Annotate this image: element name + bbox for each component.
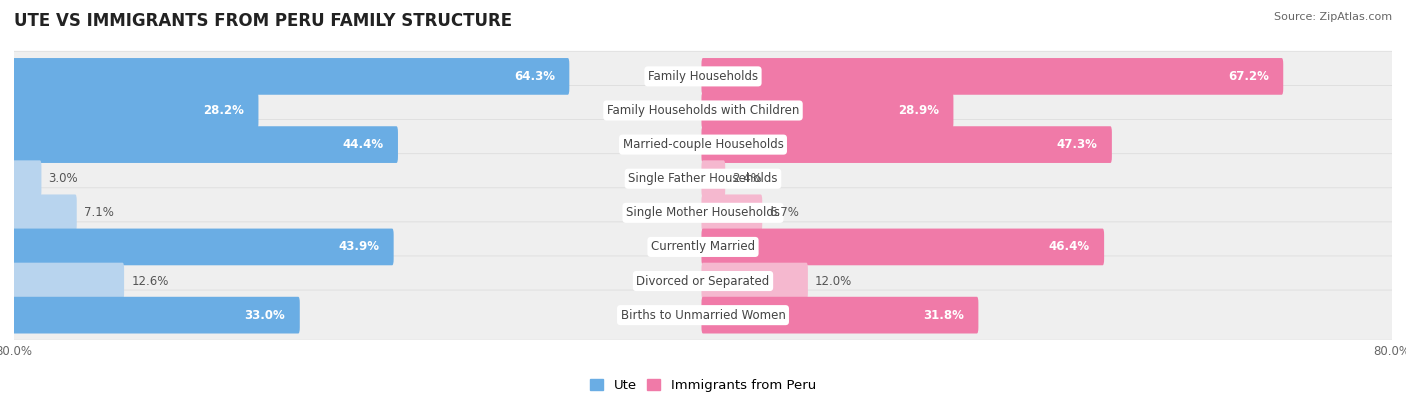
Text: 43.9%: 43.9%: [339, 241, 380, 254]
Text: 3.0%: 3.0%: [48, 172, 79, 185]
FancyBboxPatch shape: [13, 92, 259, 129]
Text: Family Households with Children: Family Households with Children: [607, 104, 799, 117]
FancyBboxPatch shape: [13, 229, 394, 265]
Text: Births to Unmarried Women: Births to Unmarried Women: [620, 308, 786, 322]
Text: UTE VS IMMIGRANTS FROM PERU FAMILY STRUCTURE: UTE VS IMMIGRANTS FROM PERU FAMILY STRUC…: [14, 12, 512, 30]
Text: 7.1%: 7.1%: [84, 206, 114, 219]
FancyBboxPatch shape: [702, 92, 953, 129]
Text: Single Mother Households: Single Mother Households: [626, 206, 780, 219]
FancyBboxPatch shape: [11, 222, 1395, 272]
FancyBboxPatch shape: [702, 297, 979, 333]
Text: Currently Married: Currently Married: [651, 241, 755, 254]
FancyBboxPatch shape: [13, 297, 299, 333]
Text: 12.6%: 12.6%: [131, 275, 169, 288]
FancyBboxPatch shape: [13, 58, 569, 95]
Text: 12.0%: 12.0%: [815, 275, 852, 288]
Text: 44.4%: 44.4%: [343, 138, 384, 151]
FancyBboxPatch shape: [702, 58, 1284, 95]
FancyBboxPatch shape: [702, 160, 725, 197]
FancyBboxPatch shape: [11, 188, 1395, 238]
Text: 64.3%: 64.3%: [513, 70, 555, 83]
Text: 28.9%: 28.9%: [898, 104, 939, 117]
FancyBboxPatch shape: [13, 160, 41, 197]
FancyBboxPatch shape: [702, 263, 808, 299]
FancyBboxPatch shape: [13, 263, 124, 299]
FancyBboxPatch shape: [11, 120, 1395, 170]
FancyBboxPatch shape: [11, 290, 1395, 340]
FancyBboxPatch shape: [702, 229, 1104, 265]
Text: 67.2%: 67.2%: [1227, 70, 1268, 83]
Text: 46.4%: 46.4%: [1049, 241, 1090, 254]
Text: 31.8%: 31.8%: [924, 308, 965, 322]
FancyBboxPatch shape: [11, 256, 1395, 306]
Text: Source: ZipAtlas.com: Source: ZipAtlas.com: [1274, 12, 1392, 22]
Text: 6.7%: 6.7%: [769, 206, 799, 219]
FancyBboxPatch shape: [13, 126, 398, 163]
FancyBboxPatch shape: [13, 194, 77, 231]
Legend: Ute, Immigrants from Peru: Ute, Immigrants from Peru: [585, 374, 821, 395]
FancyBboxPatch shape: [11, 51, 1395, 102]
FancyBboxPatch shape: [702, 126, 1112, 163]
FancyBboxPatch shape: [11, 85, 1395, 135]
Text: 28.2%: 28.2%: [202, 104, 245, 117]
Text: Divorced or Separated: Divorced or Separated: [637, 275, 769, 288]
Text: 47.3%: 47.3%: [1056, 138, 1098, 151]
Text: Family Households: Family Households: [648, 70, 758, 83]
FancyBboxPatch shape: [11, 154, 1395, 204]
Text: 33.0%: 33.0%: [245, 308, 285, 322]
Text: Married-couple Households: Married-couple Households: [623, 138, 783, 151]
Text: 2.4%: 2.4%: [733, 172, 762, 185]
FancyBboxPatch shape: [702, 194, 762, 231]
Text: Single Father Households: Single Father Households: [628, 172, 778, 185]
